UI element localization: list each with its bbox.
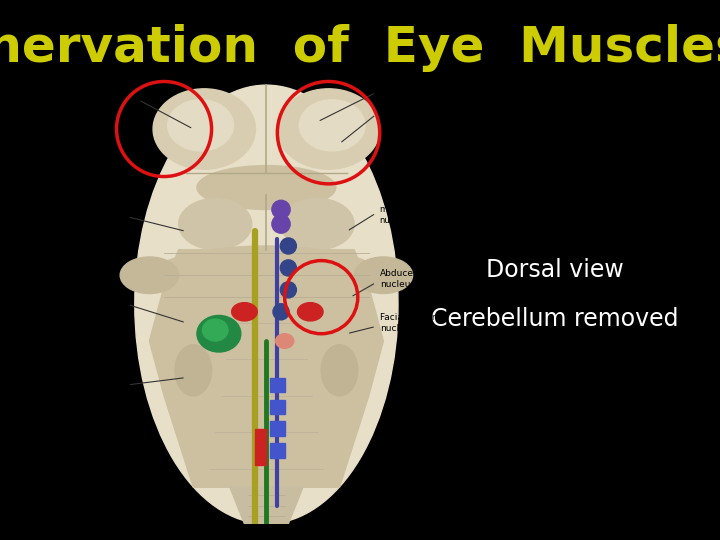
Text: Edinger–
Westphal
nucleus: Edinger– Westphal nucleus (96, 80, 135, 112)
Ellipse shape (197, 166, 336, 210)
Text: Cerebellum removed: Cerebellum removed (431, 307, 678, 330)
Ellipse shape (179, 199, 252, 249)
Bar (256, 429, 266, 465)
Ellipse shape (120, 257, 179, 294)
Text: Trigeminal
motor
nucleus: Trigeminal motor nucleus (379, 194, 423, 225)
Text: Vestibular
nuclei: Vestibular nuclei (78, 294, 124, 314)
Polygon shape (150, 249, 383, 487)
Bar (270, 377, 284, 392)
Text: Trochlear
nucleus: Trochlear nucleus (379, 104, 421, 124)
Ellipse shape (232, 302, 257, 321)
Bar (270, 400, 284, 414)
Ellipse shape (135, 85, 398, 524)
Ellipse shape (276, 334, 294, 348)
Ellipse shape (321, 345, 358, 396)
Polygon shape (230, 487, 303, 524)
Ellipse shape (277, 89, 379, 169)
Ellipse shape (168, 100, 233, 151)
Bar (270, 421, 284, 436)
Circle shape (280, 260, 297, 276)
Ellipse shape (281, 199, 354, 249)
Circle shape (280, 282, 297, 298)
Ellipse shape (153, 246, 379, 305)
Text: Dorsal view: Dorsal view (485, 258, 624, 282)
Text: Abducens
nucleus: Abducens nucleus (379, 269, 424, 289)
Text: Oculomotor
nucleus: Oculomotor nucleus (379, 79, 433, 99)
Circle shape (272, 215, 290, 233)
Ellipse shape (354, 257, 413, 294)
Text: Cochlear nuclei: Cochlear nuclei (53, 380, 124, 389)
Circle shape (273, 303, 289, 320)
Circle shape (280, 238, 297, 254)
Ellipse shape (297, 302, 323, 321)
Ellipse shape (202, 319, 228, 341)
Text: Principal
trigeminal
nucleus: Principal trigeminal nucleus (81, 201, 124, 232)
Ellipse shape (300, 100, 365, 151)
Bar (270, 443, 284, 458)
Text: Facial motor
nucleus: Facial motor nucleus (379, 313, 435, 333)
Ellipse shape (197, 315, 240, 352)
Ellipse shape (175, 345, 212, 396)
Ellipse shape (153, 89, 256, 169)
Text: Innervation  of  Eye  Muscles: Innervation of Eye Muscles (0, 24, 720, 72)
Circle shape (272, 200, 290, 219)
